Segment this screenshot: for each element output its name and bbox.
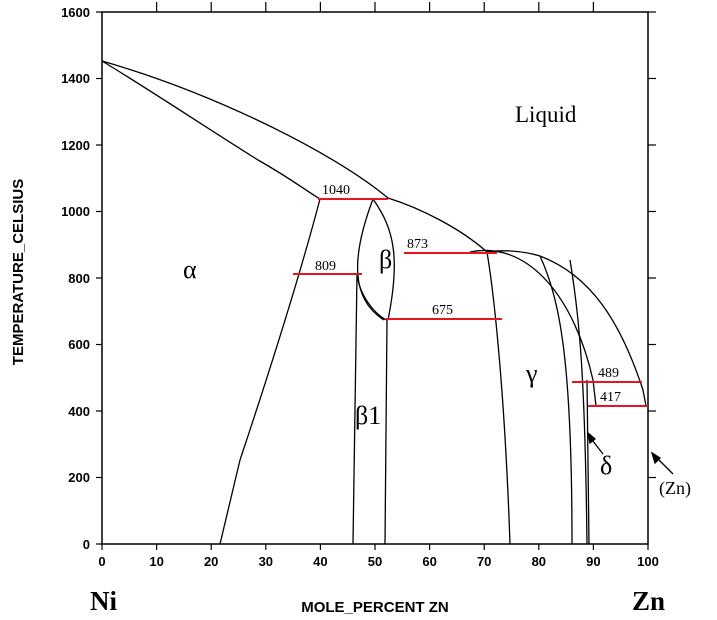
y-tick-label: 1400 [61, 71, 90, 86]
y-tick-label: 800 [68, 271, 90, 286]
y-axis-title: TEMPERATURE_CELSIUS [10, 179, 27, 365]
isotherm-label-417: 417 [600, 390, 621, 405]
alpha-solvus [219, 198, 321, 545]
arrows [586, 431, 674, 475]
phase-label-liquid: Liquid [515, 102, 577, 127]
phase-label-alpha: α [183, 255, 197, 284]
x-tick-label: 40 [313, 554, 327, 569]
zn-arrow-head [650, 451, 662, 465]
x-tick-label: 100 [637, 554, 659, 569]
isotherm-label-873: 873 [407, 237, 428, 252]
y-tick-label: 0 [83, 537, 90, 552]
x-tick-label: 60 [422, 554, 436, 569]
phase-label-gamma: γ [525, 359, 538, 388]
phase-label-beta1: β1 [355, 401, 381, 430]
y-tick-label: 600 [68, 337, 90, 352]
x-tick-label: 10 [149, 554, 163, 569]
x-tick-label: 20 [204, 554, 218, 569]
x-tick-label: 50 [368, 554, 382, 569]
isotherm-label-489: 489 [598, 366, 619, 381]
x-tick-label: 0 [98, 554, 105, 569]
isotherms [293, 198, 648, 407]
phase-label-zn: (Zn) [659, 478, 691, 499]
element-zn-label: Zn [632, 586, 665, 616]
x-tick-label: 30 [259, 554, 273, 569]
gamma-right [539, 255, 573, 545]
delta-right [586, 379, 590, 545]
x-tick-label: 90 [586, 554, 600, 569]
y-tick-label: 1600 [61, 5, 90, 20]
y-tick-label: 200 [68, 470, 90, 485]
isotherm-label-809: 809 [315, 259, 336, 274]
beta1-right-vert [384, 319, 388, 545]
x-tick-label: 80 [532, 554, 546, 569]
isotherm-label-675: 675 [432, 303, 453, 318]
delta-arrow-head [586, 431, 597, 445]
y-tick-label: 1200 [61, 138, 90, 153]
isotherm-label-1040: 1040 [322, 183, 350, 198]
phase-label-beta: β [379, 245, 392, 274]
y-tick-marks [96, 11, 656, 545]
x-tick-marks [101, 2, 649, 550]
gamma-left [486, 251, 511, 545]
liquidus-beta [387, 197, 488, 253]
solidus-left [101, 60, 321, 200]
beta-right [372, 198, 395, 321]
phase-boundaries [101, 60, 647, 545]
x-tick-label: 70 [477, 554, 491, 569]
delta-left [569, 259, 588, 545]
beta1-left [356, 273, 388, 321]
y-tick-label: 400 [68, 404, 90, 419]
element-ni-label: Ni [90, 586, 117, 616]
phase-label-delta: δ [600, 451, 612, 480]
x-axis-title: MOLE_PERCENT ZN [301, 599, 449, 616]
beta1-left-vert [352, 273, 358, 545]
liquidus-left [101, 60, 389, 199]
y-tick-label: 1000 [61, 204, 90, 219]
liquidus-gamma [486, 250, 647, 407]
